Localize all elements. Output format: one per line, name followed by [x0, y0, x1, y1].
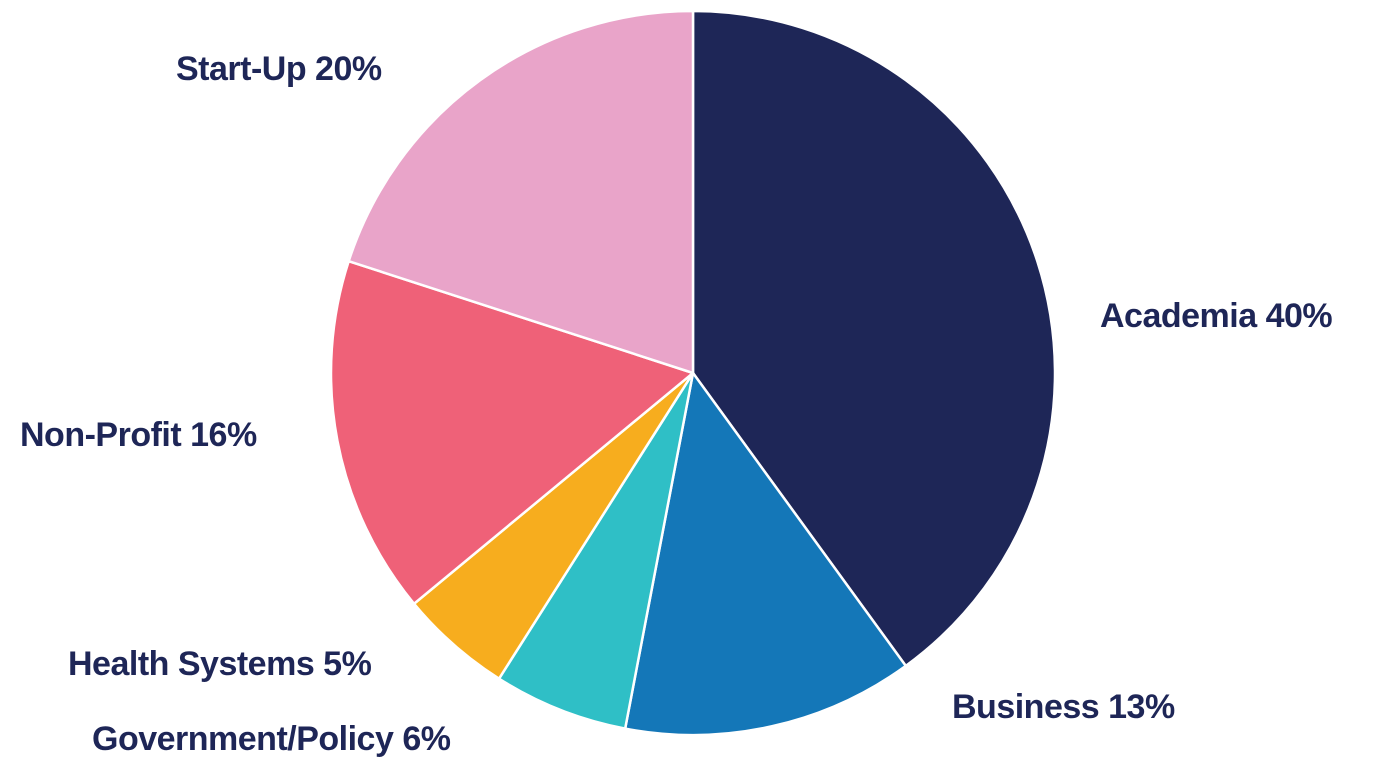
pie-slices: [329, 9, 1057, 737]
slice-label-non-profit: Non-Profit 16%: [20, 416, 257, 454]
pie-labels: Academia 40% Business 13% Government/Polic…: [20, 50, 1333, 758]
slice-label-health-systems: Health Systems 5%: [68, 645, 372, 683]
slice-academia: [691, 9, 1057, 668]
slice-start-up: [347, 9, 695, 375]
slice-label-government-policy: Government/Policy 6%: [92, 720, 451, 758]
slice-label-business: Business 13%: [952, 688, 1175, 726]
slice-non-profit: [329, 259, 695, 605]
slice-label-start-up: Start-Up 20%: [176, 50, 382, 88]
slice-label-academia: Academia 40%: [1100, 297, 1332, 335]
slice-government-policy: [497, 371, 695, 730]
slice-business: [623, 371, 908, 737]
